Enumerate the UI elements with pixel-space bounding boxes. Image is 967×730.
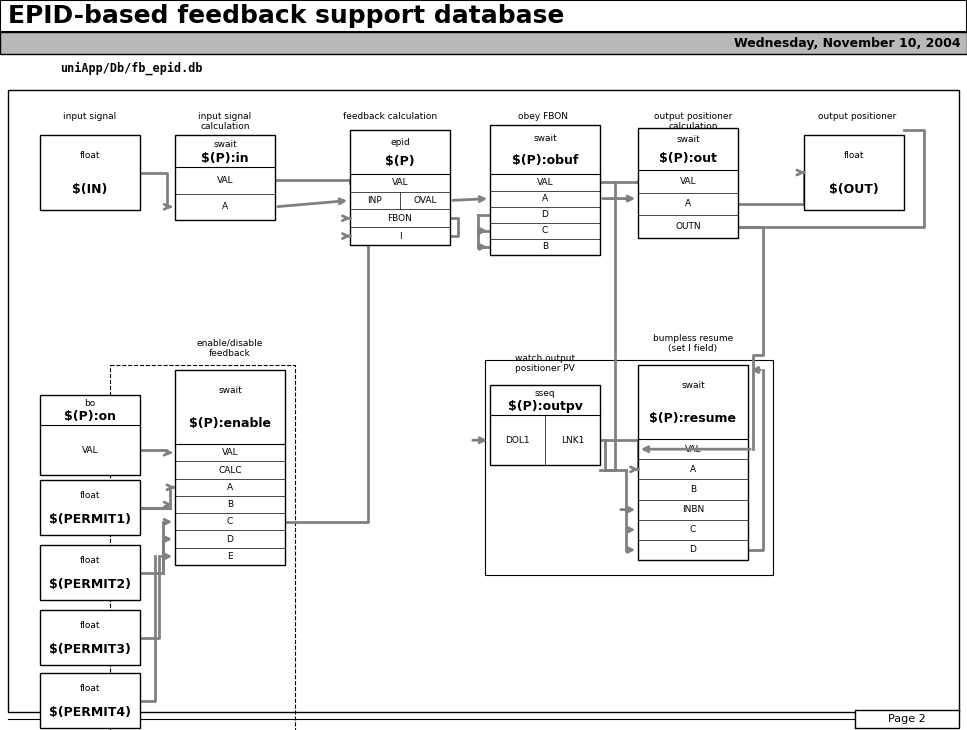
Bar: [110, 365, 295, 730]
Text: float: float: [844, 152, 864, 161]
Bar: [40, 545, 140, 600]
Text: D: D: [226, 534, 233, 544]
Text: obey FBON: obey FBON: [518, 112, 568, 121]
Text: E: E: [227, 552, 233, 561]
Bar: [485, 360, 773, 575]
Bar: [804, 135, 904, 210]
Text: bo: bo: [84, 399, 96, 408]
Text: swait: swait: [681, 381, 705, 391]
Text: float: float: [79, 621, 101, 630]
Text: Wednesday, November 10, 2004: Wednesday, November 10, 2004: [734, 36, 961, 50]
Bar: [0, 32, 967, 54]
Text: swait: swait: [213, 139, 237, 148]
Text: float: float: [79, 491, 101, 500]
Text: float: float: [79, 684, 101, 693]
Text: VAL: VAL: [680, 177, 696, 185]
Text: A: A: [542, 194, 548, 203]
Text: C: C: [542, 226, 548, 235]
Text: $(P):resume: $(P):resume: [650, 412, 737, 425]
Text: $(P):outpv: $(P):outpv: [508, 400, 582, 413]
Text: DOL1: DOL1: [505, 436, 530, 445]
Text: B: B: [689, 485, 696, 494]
Bar: [0, 0, 967, 32]
Text: VAL: VAL: [81, 446, 99, 455]
Bar: [638, 365, 748, 560]
Text: uniApp/Db/fb_epid.db: uniApp/Db/fb_epid.db: [60, 61, 202, 74]
Text: output positioner: output positioner: [818, 112, 896, 121]
Text: bumpless resume
(set I field): bumpless resume (set I field): [653, 334, 733, 353]
Text: OUTN: OUTN: [675, 222, 701, 231]
Text: float: float: [79, 152, 101, 161]
Text: INBN: INBN: [682, 505, 704, 514]
Text: epid: epid: [390, 138, 410, 147]
Text: $(P):on: $(P):on: [64, 410, 116, 423]
Text: input signal: input signal: [64, 112, 117, 121]
Text: $(P): $(P): [385, 155, 415, 168]
Text: $(P):out: $(P):out: [659, 152, 717, 164]
Bar: [638, 128, 738, 238]
Text: A: A: [227, 483, 233, 492]
Text: FBON: FBON: [388, 214, 413, 223]
Text: OVAL: OVAL: [413, 196, 437, 205]
Bar: [490, 125, 600, 255]
Text: feedback calculation: feedback calculation: [343, 112, 437, 121]
Text: CALC: CALC: [219, 466, 242, 474]
Text: $(PERMIT4): $(PERMIT4): [49, 706, 131, 719]
Bar: [175, 370, 285, 565]
Text: VAL: VAL: [217, 176, 233, 185]
Bar: [40, 135, 140, 210]
Text: A: A: [685, 199, 691, 208]
Text: swait: swait: [676, 135, 700, 145]
Text: D: D: [542, 210, 548, 219]
Text: float: float: [79, 556, 101, 565]
Text: VAL: VAL: [221, 448, 238, 457]
Bar: [40, 395, 140, 475]
Bar: [175, 135, 275, 220]
Text: C: C: [227, 518, 233, 526]
Bar: [40, 673, 140, 728]
Bar: [855, 710, 959, 728]
Text: $(P):in: $(P):in: [201, 152, 249, 165]
Text: A: A: [222, 202, 228, 211]
Text: $(IN): $(IN): [73, 182, 107, 196]
Text: enable/disable
feedback: enable/disable feedback: [197, 339, 263, 358]
Text: swait: swait: [533, 134, 557, 143]
Text: $(OUT): $(OUT): [829, 182, 879, 196]
Text: C: C: [689, 526, 696, 534]
Text: EPID-based feedback support database: EPID-based feedback support database: [8, 4, 565, 28]
Text: B: B: [542, 242, 548, 251]
Text: A: A: [689, 465, 696, 474]
Text: B: B: [227, 500, 233, 509]
Text: I: I: [398, 231, 401, 241]
Text: swait: swait: [219, 386, 242, 395]
Text: sseq: sseq: [535, 389, 555, 398]
Text: watch output
positioner PV: watch output positioner PV: [515, 353, 575, 373]
Text: INP: INP: [367, 196, 382, 205]
Text: $(PERMIT1): $(PERMIT1): [49, 513, 131, 526]
Text: LNK1: LNK1: [561, 436, 584, 445]
Text: VAL: VAL: [392, 178, 408, 187]
Bar: [40, 610, 140, 665]
Bar: [8, 90, 959, 712]
Text: VAL: VAL: [685, 445, 701, 453]
Text: output positioner
calculation: output positioner calculation: [654, 112, 732, 131]
Text: $(PERMIT2): $(PERMIT2): [49, 578, 131, 591]
Text: $(P):enable: $(P):enable: [189, 417, 271, 430]
Bar: [40, 480, 140, 535]
Text: D: D: [689, 545, 696, 554]
Text: $(PERMIT3): $(PERMIT3): [49, 643, 131, 656]
Text: Page 2: Page 2: [888, 714, 925, 724]
Bar: [490, 385, 600, 465]
Bar: [350, 130, 450, 245]
Text: VAL: VAL: [537, 178, 553, 187]
Text: $(P):obuf: $(P):obuf: [512, 154, 578, 167]
Text: input signal
calculation: input signal calculation: [198, 112, 251, 131]
